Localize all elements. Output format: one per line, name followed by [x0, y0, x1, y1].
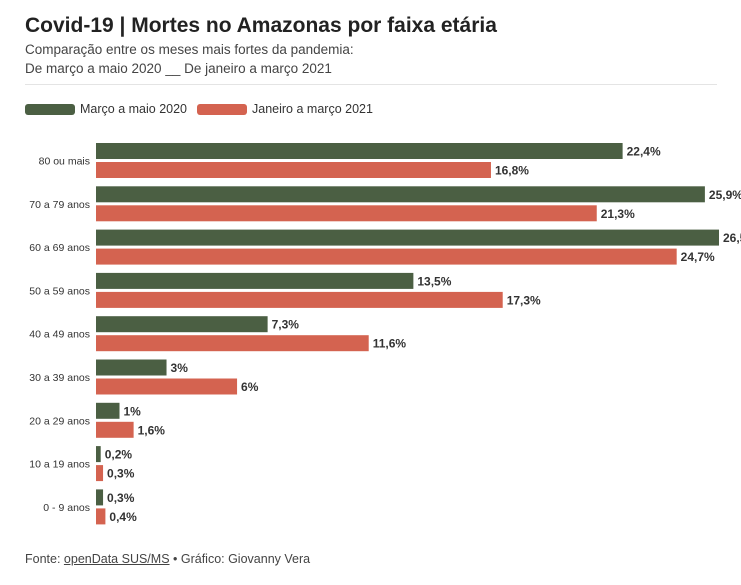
bar-series-1	[96, 229, 719, 246]
data-label-series-2: 17,3%	[507, 293, 541, 307]
footer-credit: • Gráfico: Giovanny Vera	[169, 552, 311, 566]
bar-series-2	[96, 508, 106, 525]
footer-source-prefix: Fonte:	[25, 552, 64, 566]
data-label-series-1: 7,3%	[272, 318, 300, 332]
bar-series-2	[96, 421, 134, 438]
chart-title: Covid-19 | Mortes no Amazonas por faixa …	[25, 14, 497, 37]
category-label: 80 ou mais	[39, 156, 90, 168]
legend-swatch-series-2	[197, 103, 248, 115]
bar-series-1	[96, 143, 623, 159]
legend-item-series-2: Janeiro a março 2021	[197, 102, 373, 116]
data-label-series-1: 22,4%	[627, 145, 661, 159]
category-label: 0 - 9 anos	[43, 502, 90, 514]
footer-source-link[interactable]: openData SUS/MS	[63, 552, 170, 566]
bar-series-2	[96, 291, 503, 308]
bar-series-2	[96, 465, 104, 482]
legend-label-series-1: Março a maio 2020	[80, 102, 188, 116]
legend-swatch-series-1	[25, 103, 75, 115]
category-label: 60 a 69 anos	[29, 242, 90, 254]
legend-label-series-2: Janeiro a março 2021	[252, 102, 373, 116]
data-label-series-1: 3%	[171, 361, 189, 375]
data-label-series-2: 21,3%	[601, 207, 635, 221]
header-divider	[25, 84, 717, 85]
chart-subtitle-line-2: De março a maio 2020 __ De janeiro a mar…	[25, 61, 332, 76]
bar-series-1	[96, 316, 268, 333]
bar-series-1	[96, 186, 705, 203]
category-label: 40 a 49 anos	[29, 329, 90, 341]
bar-series-1	[96, 272, 414, 289]
bar-series-2	[96, 248, 677, 265]
category-label: 10 a 19 anos	[29, 459, 90, 471]
category-label: 20 a 29 anos	[29, 415, 90, 427]
data-label-series-2: 6%	[241, 380, 259, 394]
bar-series-1	[96, 446, 101, 463]
bar-chart: 80 ou mais 22,4% 16,8% 70 a 79 anos 25,9% 21,…	[29, 143, 741, 525]
data-label-series-1: 26,5%	[723, 231, 741, 245]
chart-legend: Março a maio 2020 Janeiro a março 2021	[25, 102, 383, 116]
bar-series-1	[96, 359, 167, 376]
bar-series-2	[96, 378, 238, 395]
bar-series-2	[96, 205, 597, 222]
data-label-series-2: 0,4%	[109, 510, 137, 524]
data-label-series-2: 1,6%	[138, 423, 166, 437]
bar-series-2	[96, 335, 369, 352]
bar-series-1	[96, 402, 120, 419]
data-label-series-1: 1%	[124, 404, 142, 418]
data-label-series-2: 11,6%	[373, 337, 407, 351]
chart-subtitle-line-1: Comparação entre os meses mais fortes da…	[25, 42, 354, 57]
bar-series-1	[96, 489, 104, 506]
category-label: 70 a 79 anos	[29, 199, 90, 211]
data-label-series-1: 13,5%	[417, 274, 451, 288]
bar-series-2	[96, 162, 491, 178]
category-label: 50 a 59 anos	[29, 285, 90, 297]
data-label-series-1: 0,2%	[105, 448, 133, 462]
chart-footer: Fonte: openData SUS/MS • Gráfico: Giovan…	[25, 552, 310, 566]
category-label: 30 a 39 anos	[29, 372, 90, 384]
data-label-series-1: 0,3%	[107, 491, 135, 505]
data-label-series-1: 25,9%	[709, 188, 741, 202]
data-label-series-2: 0,3%	[107, 467, 135, 481]
legend-item-series-1: Março a maio 2020	[25, 102, 187, 116]
data-label-series-2: 16,8%	[495, 164, 529, 178]
data-label-series-2: 24,7%	[681, 250, 715, 264]
